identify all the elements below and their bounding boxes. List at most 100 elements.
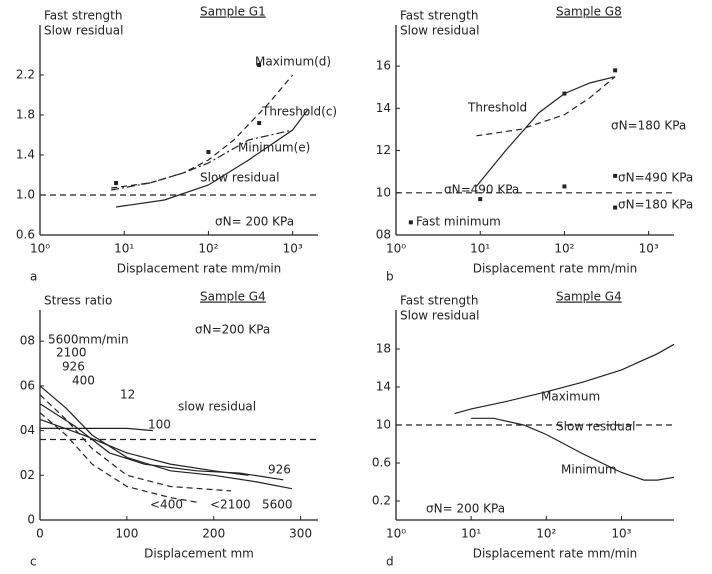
y-tick-label: 0.2 [372,494,391,508]
annotation: <400 [150,498,183,512]
data-point [257,63,262,67]
series-line [116,109,308,208]
series-label: Minimum [561,463,617,477]
y-tick-label: 16 [376,59,391,73]
y-tick-label: 12 [376,143,391,157]
series-line [475,76,616,187]
data-point [257,121,262,125]
y-tick-label: 14 [376,101,391,115]
y-axis-label: Stress ratio [44,294,112,308]
series-line [454,343,675,415]
x-tick-label: 300 [289,527,312,541]
x-tick-label: 10⁰ [30,242,50,256]
y-tick-label: 06 [20,378,35,392]
series-line [111,74,294,189]
annotation: σN= 200 KPa [215,215,294,229]
data-point [206,150,211,154]
series-label: σN=180 KPa [611,119,686,133]
annotation: σN= 200 KPa [426,502,505,516]
series-label: 12 [120,388,135,402]
series-label: Slow residual [200,171,279,185]
y-tick-label: 10 [376,418,391,432]
data-point [562,91,567,96]
annotation: 926 [268,463,291,477]
series-label: 400 [72,374,95,388]
y-axis-label: Slow residual [400,309,479,323]
y-tick-label: 08 [376,228,391,242]
series-label: Maximum [541,390,600,404]
series-line [111,129,293,191]
y-tick-label: 08 [20,334,35,348]
x-tick-label: 10¹ [470,242,490,256]
series-label: slow residual [178,400,256,414]
annotation: <2100 [210,498,251,512]
chart-title: Sample G4 [556,290,622,304]
x-tick-label: 100 [115,527,138,541]
y-axis-label: Fast strength [400,294,478,308]
series-label: Threshold [467,101,527,115]
series-line [40,427,153,432]
y-tick-label: 0 [27,513,35,527]
annotation: 5600 [262,498,293,512]
y-axis-label: Slow residual [400,24,479,38]
y-tick-label: 10 [376,185,391,199]
data-point [613,173,618,178]
annotation: σN=200 KPa [195,323,270,337]
series-line [39,403,284,481]
series-label: 2100 [56,346,87,360]
x-tick-label: 10³ [611,527,631,541]
y-tick-label: 18 [376,342,391,356]
x-tick-label: 0 [36,527,44,541]
x-tick-label: 10⁰ [386,242,406,256]
panel-letter: c [30,555,37,569]
y-tick-label: 02 [20,468,35,482]
y-tick-label: 2.2 [16,68,35,82]
annotation: σN=180 KPa [618,198,693,212]
x-tick-label: 10² [536,527,556,541]
x-tick-label: 10² [198,242,218,256]
series-label: 5600mm/min [48,333,129,347]
panel-letter: d [386,555,394,569]
y-tick-label: 1.0 [16,188,35,202]
y-tick-label: 0.6 [372,456,391,470]
series-label: Minimum(e) [238,141,310,155]
chart-title: Sample G1 [200,5,266,19]
annotation: Fast minimum [416,215,501,229]
y-tick-label: 14 [376,380,391,394]
y-axis-label: Slow residual [44,24,123,38]
series-label: 100 [148,418,171,432]
chart-title: Sample G8 [556,5,622,19]
data-point [613,68,618,73]
y-tick-label: 1.4 [16,148,35,162]
x-tick-label: 200 [202,527,225,541]
series-line [471,417,675,481]
series-label: 926 [62,360,85,374]
y-axis-label: Fast strength [44,9,122,23]
x-axis-label: Displacement rate mm/min [473,547,638,561]
data-point [562,184,567,189]
series-line [39,412,197,503]
y-tick-label: 1.8 [16,108,35,122]
data-point [114,181,119,185]
y-tick-label: 04 [20,423,35,437]
x-axis-label: Displacement mm [144,547,254,561]
y-tick-label: 0.6 [16,228,35,242]
data-point [478,197,483,202]
data-point [408,220,413,225]
annotation: σN=490 KPa [618,171,693,185]
x-tick-label: 10³ [639,242,659,256]
annotation: σN=490 KPa [444,183,519,197]
chart-title: Sample G4 [200,290,266,304]
series-line [39,394,232,492]
panel-letter: a [30,270,37,284]
x-tick-label: 10¹ [461,527,481,541]
x-tick-label: 10³ [283,242,303,256]
series-line [39,418,249,476]
x-tick-label: 10¹ [114,242,134,256]
series-label: Threshold(c) [261,105,337,119]
series-line [476,76,616,137]
x-axis-label: Displacement rate mm/min [473,262,638,276]
